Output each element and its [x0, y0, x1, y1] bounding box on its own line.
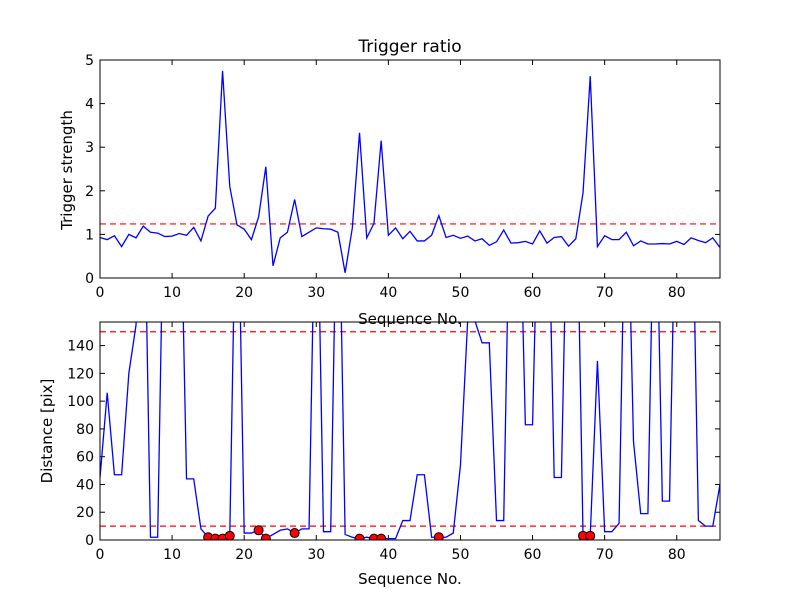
plot-title: Trigger ratio — [357, 37, 461, 57]
y-tick-label: 60 — [76, 450, 94, 466]
axis-ticks: 0 10 20 30 40 50 60 70 80 0 20 40 60 80 100 120 140 — [67, 322, 720, 563]
x-tick-label: 80 — [668, 285, 686, 301]
y-tick-label: 120 — [67, 366, 94, 382]
x-tick-label: 50 — [452, 547, 470, 563]
data-series — [100, 322, 720, 540]
x-tick-label: 60 — [524, 285, 542, 301]
x-axis-label: Sequence No. — [358, 310, 462, 328]
x-tick-label: 50 — [452, 285, 470, 301]
x-tick-label: 40 — [379, 285, 397, 301]
x-tick-label: 40 — [379, 547, 397, 563]
y-tick-label: 2 — [85, 184, 94, 200]
axis-ticks: 0 10 20 30 40 50 60 70 80 0 1 2 3 4 5 — [85, 53, 720, 301]
x-tick-label: 20 — [235, 285, 253, 301]
y-tick-label: 20 — [76, 505, 94, 521]
plot-frame — [99, 59, 721, 279]
x-tick-label: 60 — [524, 547, 542, 563]
y-tick-label: 5 — [85, 53, 94, 69]
data-series — [99, 70, 721, 273]
y-tick-label: 3 — [85, 140, 94, 156]
y-tick-label: 40 — [76, 477, 94, 493]
data-point — [289, 528, 300, 539]
data-point — [224, 530, 235, 540]
data-point — [253, 525, 264, 536]
data-point — [354, 533, 365, 540]
data-point — [433, 532, 444, 540]
data-point — [260, 533, 271, 540]
x-axis-label: Sequence No. — [358, 570, 462, 588]
series-line — [100, 322, 720, 540]
x-tick-label: 0 — [96, 285, 105, 301]
x-tick-label: 10 — [163, 547, 181, 563]
data-point — [585, 530, 596, 540]
x-tick-label: 0 — [96, 547, 105, 563]
x-tick-label: 20 — [235, 547, 253, 563]
y-axis-label: Trigger strength — [58, 110, 76, 231]
x-tick-label: 70 — [596, 285, 614, 301]
trigger-ratio-plot: Trigger ratio Trigger strength Sequence … — [58, 37, 721, 328]
x-tick-label: 30 — [307, 285, 325, 301]
y-tick-label: 140 — [67, 339, 94, 355]
y-tick-label: 0 — [85, 271, 94, 287]
y-tick-label: 100 — [67, 394, 94, 410]
y-tick-label: 1 — [85, 227, 94, 243]
y-tick-label: 4 — [85, 97, 94, 113]
series-line — [99, 70, 721, 273]
y-tick-label: 80 — [76, 422, 94, 438]
x-tick-label: 30 — [307, 547, 325, 563]
threshold-lines — [100, 331, 720, 527]
x-tick-label: 80 — [668, 547, 686, 563]
plot-frame — [99, 321, 721, 541]
data-point — [376, 533, 387, 540]
x-tick-label: 70 — [596, 547, 614, 563]
y-axis-label: Distance [pix] — [38, 379, 56, 484]
y-tick-label: 0 — [85, 533, 94, 549]
x-tick-label: 10 — [163, 285, 181, 301]
distance-plot: Distance [pix] Sequence No. 0 10 20 30 40 50 6… — [38, 321, 721, 588]
